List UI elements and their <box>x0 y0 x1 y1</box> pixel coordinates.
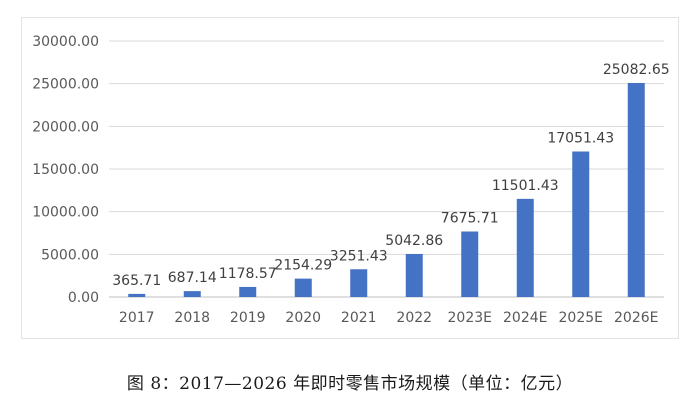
data-label: 687.14 <box>168 270 217 286</box>
bar-chart: 0.00 5000.00 10000.00 15000.00 20000.00 25000… <box>32 34 669 326</box>
y-tick-label: 5000.00 <box>41 247 99 263</box>
bar-2026E <box>627 82 645 297</box>
y-tick-label: 30000.00 <box>32 34 99 50</box>
data-labels: 365.71 687.14 1178.572154.293251.435042.86… <box>112 62 669 289</box>
data-label: 2154.29 <box>274 258 332 274</box>
data-label: 3251.43 <box>330 248 388 264</box>
y-tick-label: 10000.00 <box>32 205 99 221</box>
x-tick-label: 2024E <box>503 310 547 326</box>
bar-2022 <box>405 253 423 297</box>
data-label: 1178.57 <box>219 266 277 282</box>
bar-2019 <box>239 286 257 297</box>
x-tick-label: 2018 <box>174 310 210 326</box>
data-label: 25082.65 <box>603 62 670 78</box>
chart-frame: 0.00 5000.00 10000.00 15000.00 20000.00 25000… <box>21 17 679 339</box>
x-tick-label: 2025E <box>559 310 603 326</box>
figure-caption: 图 8：2017—2026 年即时零售市场规模（单位：亿元） <box>126 374 574 394</box>
x-tick-label: 2022 <box>396 310 432 326</box>
y-tick-label: 15000.00 <box>32 162 99 178</box>
x-tick-label: 2023E <box>448 310 492 326</box>
y-tick-label: 20000.00 <box>32 119 99 135</box>
x-tick-label: 2020 <box>285 310 321 326</box>
x-axis-ticks: 2017 2018 2019 2020 2021 2022 2023E 2024E 2025E 2… <box>119 310 659 326</box>
bar-2025E <box>572 151 590 297</box>
bar-2017 <box>128 293 146 297</box>
x-tick-label: 2019 <box>230 310 266 326</box>
data-label: 7675.71 <box>441 211 499 227</box>
y-tick-label: 0.00 <box>68 290 99 306</box>
bars <box>128 82 645 297</box>
bar-2023E <box>461 231 479 297</box>
x-tick-label: 2021 <box>341 310 377 326</box>
x-tick-label: 2017 <box>119 310 155 326</box>
data-label: 17051.43 <box>547 130 614 146</box>
bar-2024E <box>516 198 534 297</box>
gridlines <box>109 40 664 298</box>
bar-2021 <box>350 269 368 297</box>
data-label: 365.71 <box>112 273 161 289</box>
y-axis-ticks: 0.00 5000.00 10000.00 15000.00 20000.00 25000… <box>32 34 99 306</box>
data-label: 11501.43 <box>492 178 559 194</box>
bar-2020 <box>294 278 312 297</box>
x-tick-label: 2026E <box>614 310 658 326</box>
y-tick-label: 25000.00 <box>32 77 99 93</box>
data-label: 5042.86 <box>385 233 443 249</box>
bar-2018 <box>183 291 201 297</box>
